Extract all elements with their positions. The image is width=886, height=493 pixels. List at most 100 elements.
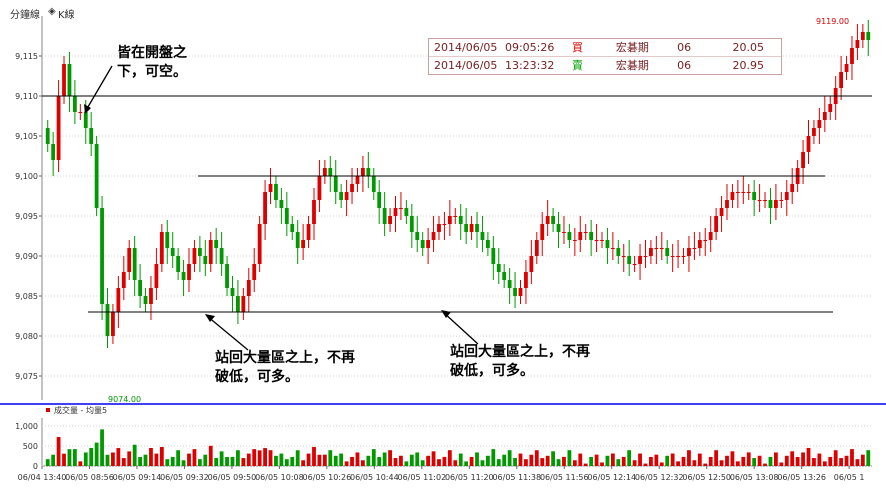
candle-body: [496, 264, 501, 272]
volume-bar: [692, 460, 697, 466]
time-tick-label: 06/05 13:08: [730, 473, 779, 482]
candle-body: [230, 288, 235, 296]
candle-body: [67, 64, 72, 96]
volume-bar: [279, 453, 284, 466]
trade-contract: 宏碁期: [615, 59, 649, 72]
volume-bar: [649, 456, 653, 466]
time-tick-label: 06/05 11:20: [445, 473, 494, 482]
candle-body: [393, 208, 398, 216]
volume-bar: [426, 455, 431, 466]
volume-bar: [567, 450, 572, 466]
volume-bar: [83, 452, 88, 466]
volume-bar: [415, 452, 420, 466]
candle-body: [638, 256, 642, 264]
candle-body: [659, 248, 664, 249]
volume-bar: [94, 442, 99, 466]
trade-contract: 宏碁期: [615, 41, 649, 54]
volume-bar: [214, 458, 219, 466]
volume-tick-label: 500: [23, 442, 38, 451]
trade-date: 2014/06/05: [434, 41, 498, 54]
volume-bar: [763, 463, 767, 466]
volume-bar: [638, 453, 642, 466]
candle-body: [111, 312, 115, 336]
candle-body: [170, 248, 175, 256]
volume-bar: [322, 454, 327, 466]
candle-body: [404, 208, 409, 216]
k-line-tab[interactable]: K線: [58, 10, 75, 21]
trade-price: 20.95: [732, 59, 765, 72]
candle-body: [214, 240, 219, 248]
volume-bar: [773, 452, 778, 466]
volume-bar: [127, 451, 132, 466]
volume-bar: [817, 453, 822, 466]
candle-body: [730, 192, 735, 200]
candle-body: [149, 288, 153, 304]
volume-bar: [464, 461, 469, 466]
candle-body: [132, 248, 137, 280]
candle-body: [507, 280, 512, 288]
candle-body: [45, 128, 50, 144]
volume-bar: [480, 460, 485, 466]
arrow-head-long-1: [205, 314, 215, 322]
candle-body: [453, 216, 458, 217]
volume-bar: [154, 453, 159, 466]
trade-date: 2014/06/05: [434, 59, 498, 72]
candle-body: [632, 264, 637, 265]
volume-bar: [149, 448, 153, 466]
candle-body: [442, 224, 447, 225]
high-price-label: 9119.00: [816, 17, 849, 26]
volume-bar: [632, 460, 637, 466]
volume-bar: [105, 454, 110, 466]
candle-body: [850, 48, 854, 64]
low-price-label: 9074.00: [108, 395, 141, 404]
volume-bar: [252, 449, 257, 466]
candle-body: [263, 192, 267, 224]
volume-bar: [507, 450, 512, 466]
volume-bar: [350, 456, 354, 466]
arrow-head-short: [84, 104, 91, 114]
minute-line-tab[interactable]: 分鐘線: [10, 10, 40, 21]
volume-bar: [828, 456, 833, 466]
candle-body: [692, 248, 697, 249]
trade-side: 賣: [572, 59, 584, 72]
candle-body: [806, 136, 811, 152]
volume-bar: [708, 456, 713, 466]
candle-body: [100, 208, 104, 304]
volume-bar: [833, 450, 838, 466]
volume-bar: [306, 453, 311, 466]
volume-bar: [165, 459, 170, 466]
candle-body: [355, 176, 360, 184]
volume-bar: [572, 460, 577, 466]
volume-bar: [855, 459, 860, 466]
volume-bar: [333, 455, 338, 466]
candle-body: [268, 184, 273, 192]
candle-body: [350, 184, 354, 192]
volume-bar: [187, 453, 191, 466]
annotation-long-hint-1: 站回大量區之上，不再 破低，可多。: [215, 349, 355, 387]
candle-body: [562, 232, 566, 233]
volume-bar: [866, 450, 871, 466]
volume-bar: [687, 450, 691, 466]
candle-body: [524, 272, 528, 288]
k-line-icon[interactable]: ◈: [48, 6, 56, 17]
candle-body: [681, 256, 686, 257]
price-tick-label: 9,110: [15, 92, 38, 101]
volume-bar: [62, 453, 66, 466]
trade-price: 20.05: [732, 41, 765, 54]
candle-body: [741, 192, 746, 193]
candle-body: [116, 288, 121, 312]
annotation-long-hint-2: 站回大量區之上，不再 破低，可多。: [450, 343, 590, 381]
volume-bar: [78, 461, 83, 466]
volume-bar: [181, 460, 186, 466]
volume-bar: [453, 460, 458, 466]
volume-bar: [725, 455, 729, 466]
candle-body: [399, 208, 403, 209]
candle-body: [252, 264, 257, 280]
candle-body: [828, 104, 833, 112]
candle-body: [763, 200, 767, 201]
volume-bar: [111, 452, 115, 466]
volume-bar: [752, 458, 757, 466]
volume-bar: [420, 460, 425, 466]
candle-body: [197, 248, 202, 256]
candle-body: [458, 216, 463, 224]
